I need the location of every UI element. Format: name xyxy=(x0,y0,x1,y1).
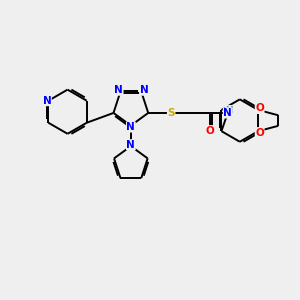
Text: O: O xyxy=(206,126,214,136)
Text: N: N xyxy=(223,108,232,118)
Text: N: N xyxy=(127,122,135,132)
Text: H: H xyxy=(225,106,233,115)
Text: N: N xyxy=(127,140,135,150)
Text: N: N xyxy=(140,85,148,95)
Text: O: O xyxy=(255,103,264,113)
Text: N: N xyxy=(114,85,123,95)
Text: N: N xyxy=(43,96,51,106)
Text: O: O xyxy=(255,128,264,138)
Text: S: S xyxy=(167,108,175,118)
